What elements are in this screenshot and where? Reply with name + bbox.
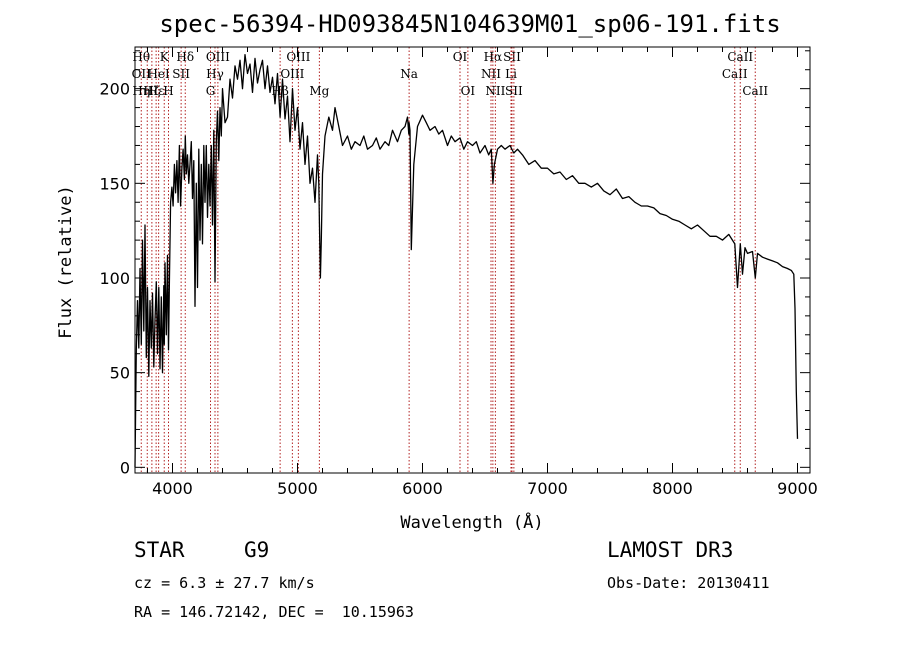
x-tick-label: 5000 (277, 479, 318, 498)
subclass: G9 (244, 538, 270, 562)
line-label: CaII (727, 50, 753, 64)
y-tick-label: 100 (99, 269, 130, 288)
x-tick-label: 6000 (402, 479, 443, 498)
line-label: CaII (722, 67, 748, 81)
obs-date: Obs-Date: 20130411 (607, 574, 770, 592)
x-tick-label: 8000 (652, 479, 693, 498)
y-tick-label: 0 (120, 458, 130, 477)
line-label: HeI (147, 67, 170, 81)
line-label: OIII (286, 50, 310, 64)
x-tick-label: 9000 (777, 479, 818, 498)
line-label: Mg (309, 84, 329, 98)
flux-series-line (134, 53, 799, 468)
line-label: Hα (484, 50, 503, 64)
line-label: SII (503, 50, 521, 64)
x-tick-label: 4000 (152, 479, 193, 498)
line-label: Hγ (206, 67, 224, 81)
line-label: Hε (148, 84, 165, 98)
line-label: OIII (280, 67, 304, 81)
line-label: CaII (742, 84, 768, 98)
y-tick-label: 150 (99, 174, 130, 193)
x-axis-label: Wavelength (Å) (400, 511, 543, 533)
line-label: OIII (206, 50, 230, 64)
axis-ticks: 4000 5000 6000 7000 8000 9000 0 50 100 150 200 (99, 47, 818, 498)
coordinates: RA = 146.72142, DEC = 10.15963 (134, 603, 414, 621)
line-label: H (163, 84, 173, 98)
line-label: OII (132, 67, 152, 81)
line-label: Hη (132, 84, 150, 98)
line-label: OI (461, 84, 476, 98)
object-class: STAR (134, 538, 185, 562)
y-tick-label: 50 (110, 364, 130, 383)
survey-name: LAMOST DR3 (607, 538, 734, 562)
line-label: K (160, 50, 170, 64)
line-label: Na (400, 67, 418, 81)
chart-title: spec-56394-HD093845N104639M01_sp06-191.f… (159, 10, 780, 38)
line-label: Li (505, 67, 517, 81)
y-axis-label: Flux (relative) (56, 185, 76, 339)
line-label: G (206, 84, 216, 98)
x-tick-label: 7000 (527, 479, 568, 498)
line-label: SII (505, 84, 523, 98)
line-label: NII (481, 67, 501, 81)
line-label: Hδ (176, 50, 194, 64)
spectral-lines: HθOIIHηHζHεHeIKHSIIHδGHγOIIIHβOIIIOIIIMg… (132, 47, 768, 473)
line-label: Hζ (143, 84, 160, 98)
plot-frame (134, 46, 811, 474)
y-tick-label: 200 (99, 80, 130, 99)
line-label: OI (453, 50, 468, 64)
line-label: Hθ (132, 50, 150, 64)
line-label: NII (485, 84, 505, 98)
redshift-text: cz = 6.3 ± 27.7 km/s (134, 574, 315, 592)
line-label: SII (172, 67, 190, 81)
